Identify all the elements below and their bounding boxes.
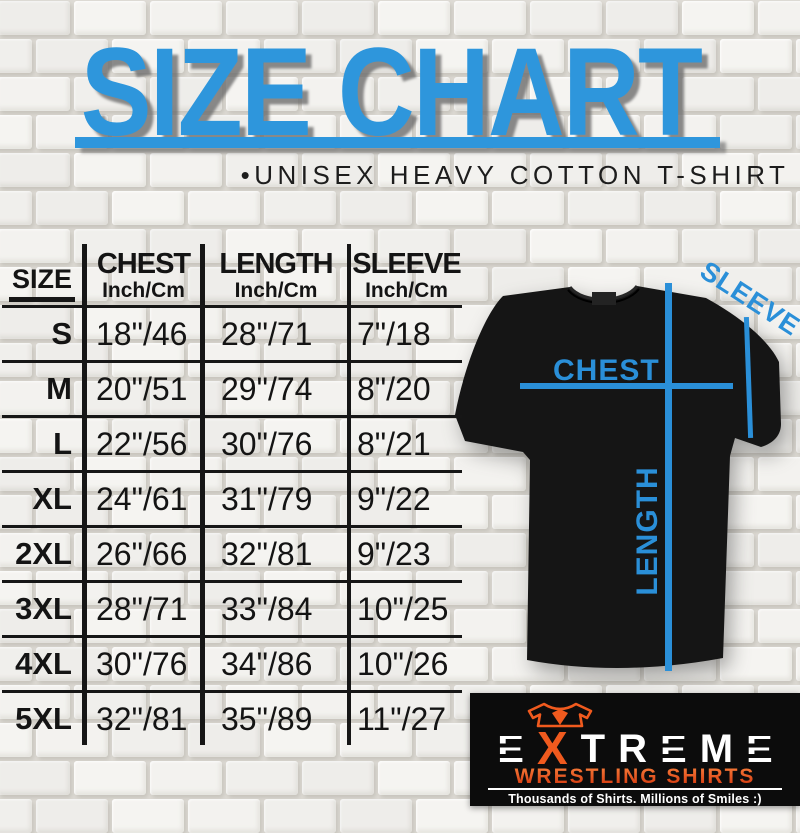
page-title: SIZE CHART bbox=[80, 23, 703, 162]
length-value: 30"/76 bbox=[200, 415, 347, 470]
length-value: 32"/81 bbox=[200, 525, 347, 580]
table-row-size-label: 4XL bbox=[2, 635, 82, 690]
sleeve-value: 10"/26 bbox=[347, 635, 462, 690]
size-table: SIZE CHEST Inch/Cm LENGTH Inch/Cm SLEEVE… bbox=[2, 244, 462, 745]
brand-letter-e: E bbox=[746, 727, 773, 771]
length-value: 33"/84 bbox=[200, 580, 347, 635]
brand-letter-t: T bbox=[580, 727, 606, 771]
chest-value: 20"/51 bbox=[82, 360, 200, 415]
chest-value: 30"/76 bbox=[82, 635, 200, 690]
sleeve-value: 11"/27 bbox=[347, 690, 462, 745]
table-header-size: SIZE bbox=[2, 244, 82, 305]
sleeve-value: 8"/21 bbox=[347, 415, 462, 470]
chest-value: 24"/61 bbox=[82, 470, 200, 525]
table-header-length: LENGTH Inch/Cm bbox=[200, 244, 347, 305]
table-header-sleeve: SLEEVE Inch/Cm bbox=[347, 244, 462, 305]
logo-divider bbox=[488, 788, 782, 790]
chest-measure-line bbox=[520, 383, 733, 389]
chest-measure-label: CHEST bbox=[553, 354, 660, 387]
table-row-size-label: 5XL bbox=[2, 690, 82, 745]
table-header-chest: CHEST Inch/Cm bbox=[82, 244, 200, 305]
brand-letter-x: X bbox=[536, 722, 568, 774]
chest-value: 26"/66 bbox=[82, 525, 200, 580]
table-row-size-label: L bbox=[2, 415, 82, 470]
sleeve-value: 7"/18 bbox=[347, 305, 462, 360]
sleeve-value: 9"/23 bbox=[347, 525, 462, 580]
product-subtitle: •UNISEX HEAVY COTTON T-SHIRT bbox=[240, 160, 790, 190]
length-measure-label: LENGTH bbox=[631, 466, 664, 596]
brand-logo: E X T R E M E WRESTLING SHIRTS Thousands… bbox=[470, 693, 800, 806]
chest-value: 28"/71 bbox=[82, 580, 200, 635]
table-row-size-label: 2XL bbox=[2, 525, 82, 580]
sleeve-value: 8"/20 bbox=[347, 360, 462, 415]
length-value: 35"/89 bbox=[200, 690, 347, 745]
brand-letter-r: R bbox=[618, 727, 647, 771]
tshirt-diagram: CHEST LENGTH SLEEVE bbox=[443, 255, 800, 703]
brand-letter-e: E bbox=[497, 727, 524, 771]
sleeve-value: 10"/25 bbox=[347, 580, 462, 635]
brand-tagline: Thousands of Shirts. Millions of Smiles … bbox=[508, 792, 762, 806]
chest-value: 22"/56 bbox=[82, 415, 200, 470]
chest-value: 32"/81 bbox=[82, 690, 200, 745]
brand-letter-m: M bbox=[699, 727, 734, 771]
tshirt-icon bbox=[527, 702, 593, 728]
tshirt-photo bbox=[455, 284, 781, 669]
length-value: 29"/74 bbox=[200, 360, 347, 415]
sleeve-value: 9"/22 bbox=[347, 470, 462, 525]
title-underline bbox=[75, 137, 720, 148]
length-value: 28"/71 bbox=[200, 305, 347, 360]
chest-value: 18"/46 bbox=[82, 305, 200, 360]
length-measure-line bbox=[665, 283, 672, 671]
table-row-size-label: 3XL bbox=[2, 580, 82, 635]
brand-letter-e: E bbox=[660, 727, 687, 771]
length-value: 31"/79 bbox=[200, 470, 347, 525]
brand-name: E X T R E M E bbox=[470, 722, 800, 774]
brand-line2: WRESTLING SHIRTS bbox=[470, 765, 800, 789]
table-row-size-label: M bbox=[2, 360, 82, 415]
table-row-size-label: S bbox=[2, 305, 82, 360]
table-row-size-label: XL bbox=[2, 470, 82, 525]
length-value: 34"/86 bbox=[200, 635, 347, 690]
